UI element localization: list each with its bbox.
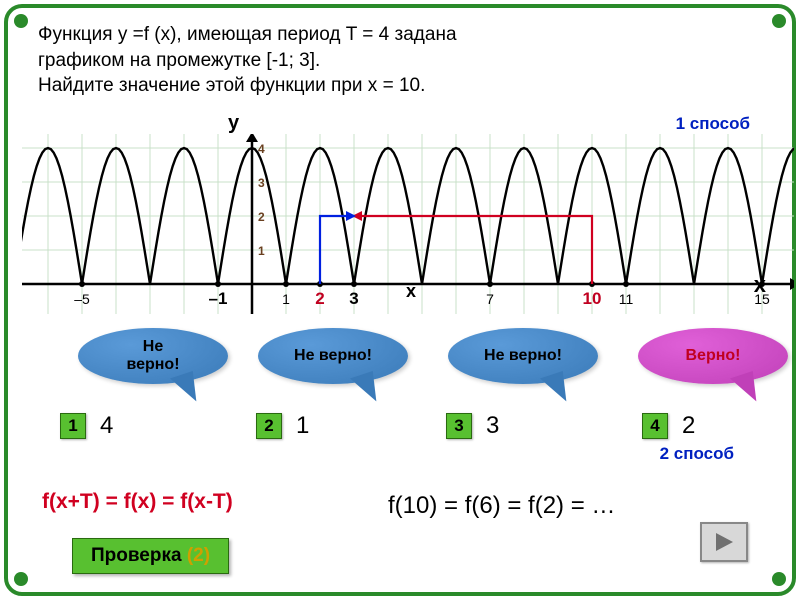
answer-value: 4 — [100, 412, 113, 440]
axis-x-label: x — [754, 272, 766, 298]
problem-line: Функция y =f (x), имеющая период T = 4 з… — [38, 22, 762, 48]
svg-text:2: 2 — [315, 289, 324, 308]
feedback-bubble-wrong: Не верно! — [258, 328, 408, 384]
method-2-label: 2 способ — [660, 444, 734, 464]
corner-dot — [14, 14, 28, 28]
next-icon — [712, 530, 736, 554]
svg-text:1: 1 — [282, 291, 290, 307]
method-1-label: 1 способ — [676, 114, 750, 134]
svg-text:3: 3 — [349, 289, 358, 308]
svg-text:11: 11 — [619, 291, 634, 307]
feedback-bubble-right: Верно! — [638, 328, 788, 384]
svg-text:–5: –5 — [74, 291, 90, 307]
answer-value: 1 — [296, 412, 309, 440]
problem-text: Функция y =f (x), имеющая период T = 4 з… — [38, 22, 762, 99]
check-label: Проверка — [91, 545, 187, 566]
svg-text:2: 2 — [258, 210, 265, 224]
feedback-bubble-wrong: Не верно! — [448, 328, 598, 384]
svg-text:7: 7 — [486, 291, 494, 307]
svg-text:1: 1 — [258, 244, 265, 258]
answer-button-2[interactable]: 2 — [256, 413, 282, 439]
answer-button-4[interactable]: 4 — [642, 413, 668, 439]
feedback-bubble-wrong: Неверно! — [78, 328, 228, 384]
problem-line: графиком на промежутке [-1; 3]. — [38, 48, 762, 74]
corner-dot — [772, 14, 786, 28]
svg-text:3: 3 — [258, 176, 265, 190]
svg-text:–1: –1 — [209, 289, 228, 308]
answer-option: 21 — [256, 412, 309, 440]
answer-button-3[interactable]: 3 — [446, 413, 472, 439]
slide-frame: Функция y =f (x), имеющая период T = 4 з… — [4, 4, 796, 596]
periodicity-formula: f(x+T) = f(x) = f(x-T) — [42, 490, 233, 514]
corner-dot — [772, 572, 786, 586]
answer-value: 3 — [486, 412, 499, 440]
answer-row: 14213342 — [38, 412, 762, 442]
answer-value: 2 — [682, 412, 695, 440]
answer-option: 14 — [60, 412, 113, 440]
check-paren: (2) — [187, 545, 210, 566]
next-button[interactable] — [700, 522, 748, 562]
answer-option: 33 — [446, 412, 499, 440]
answer-button-1[interactable]: 1 — [60, 413, 86, 439]
feedback-bubbles: Неверно!Не верно!Не верно!Верно! — [58, 320, 752, 410]
axis-x-label-dup: x — [406, 281, 416, 302]
answer-option: 42 — [642, 412, 695, 440]
svg-text:10: 10 — [583, 289, 602, 308]
problem-line: Найдите значение этой функции при x = 10… — [38, 73, 762, 99]
corner-dot — [14, 572, 28, 586]
computation-chain: f(10) = f(6) = f(2) = … — [388, 492, 615, 520]
axis-y-label: y — [228, 112, 239, 135]
check-button[interactable]: Проверка (2) — [72, 538, 229, 574]
